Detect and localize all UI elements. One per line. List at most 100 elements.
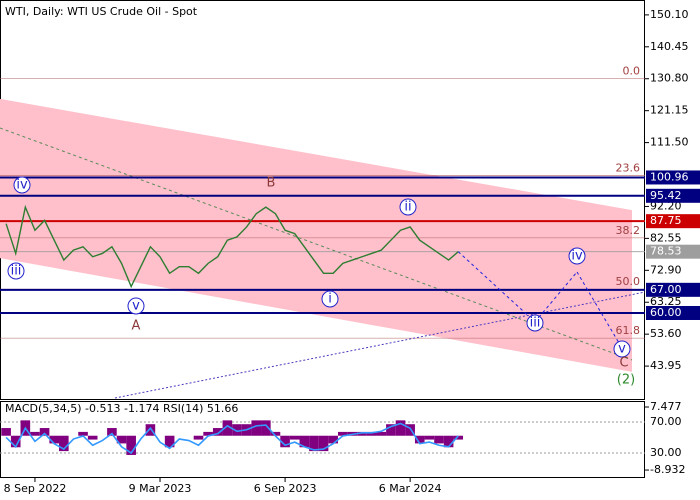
y-tick-label: 82.55 [650,231,682,244]
macd-bar [261,420,271,436]
macd-bar [405,424,415,436]
y-tick-label: 7.477 [650,400,682,413]
macd-bar [59,435,69,452]
level-label: 67.00 [650,283,682,296]
macd-bar [270,431,281,436]
y-tick-label: 111.50 [650,136,689,149]
level-label: 95.42 [650,189,682,202]
macd-bar [87,435,98,440]
y-tick-label: -8.932 [650,463,685,476]
macd-bar [78,431,88,436]
y-tick-label: 140.45 [650,40,689,53]
macd-bar [116,435,127,444]
level-label: 100.96 [650,170,689,183]
macd-bar [424,435,435,440]
macd-bar [328,435,338,444]
macd-bar [366,431,377,436]
wave-circle [613,340,631,358]
macd-bar [443,435,454,448]
wave-label: C [619,356,628,371]
x-tick-label: 9 Mar 2023 [129,482,192,495]
macd-bar [203,431,213,436]
level-box [646,170,700,185]
wave-label: iv [571,249,583,264]
fib-label: 23.6 [616,161,641,174]
macd-bar [1,428,11,436]
macd-bar [453,435,464,440]
wave-circle [13,176,31,194]
wave-label: v [618,342,626,357]
wave-label: iii [530,316,541,331]
y-tick-label: 30.00 [650,446,682,459]
macd-bar [395,420,406,436]
y-tick-label: 130.80 [650,72,689,85]
macd-bar [212,428,223,436]
macd-bar [30,431,40,436]
trend-line [0,127,633,361]
y-tick-label: 53.60 [650,327,682,340]
forecast-line [576,271,623,349]
y-tick-label: 150.10 [650,8,689,21]
fib-label: 50.0 [616,275,641,288]
y-tick-label: 121.15 [650,104,689,117]
y-tick-label: 63.25 [650,295,682,308]
forecast-line [457,251,536,323]
macd-bar [49,435,59,444]
macd-bar [222,420,233,436]
macd-bar [414,435,425,444]
macd-bar [39,428,50,436]
level-box [646,244,700,259]
macd-bar [251,420,262,436]
macd-bar [193,435,204,440]
wave-circle [568,247,586,265]
macd-bar [107,428,117,436]
macd-bar [376,431,387,436]
macd-bar [126,435,136,455]
fib-label: 0.0 [623,65,641,78]
chart-title: WTI, Daily: WTI US Crude Oil - Spot [5,5,198,18]
wave-label: i [328,292,332,307]
wave-circle [399,198,417,216]
indicator-title: MACD(5,34,5) -0.513 -1.174 RSI(14) 51.66 [5,402,238,415]
macd-bar [338,431,348,436]
macd-bar [164,435,175,448]
price-channel [0,98,632,372]
level-label: 60.00 [650,306,682,319]
wave-label: iii [11,264,22,279]
wave-circle [321,290,339,308]
macd-bar [357,431,367,436]
level-box [646,214,700,229]
level-label: 78.53 [650,245,682,258]
wave-label: (2) [617,373,635,388]
x-tick-label: 6 Sep 2023 [254,482,317,495]
price-line [5,204,459,289]
wave-label: iv [16,178,28,193]
fib-label: 61.8 [616,324,641,337]
macd-bar [10,435,21,448]
level-box [646,305,700,320]
x-tick-label: 6 Mar 2024 [379,482,442,495]
wave-circle [127,297,145,315]
wave-circle [526,314,544,332]
macd-bar [145,424,156,436]
macd-bar [309,435,319,452]
rsi-line [5,422,459,455]
macd-bar [318,435,329,452]
macd-bar [232,424,242,436]
wave-label: B [267,176,276,191]
level-box [646,282,700,297]
forecast-line [534,271,578,323]
wave-circle [7,262,25,280]
indicator-panel [0,401,645,478]
wave-label: A [132,319,141,334]
fib-label: 38.2 [616,224,641,237]
macd-bar [289,435,300,440]
wave-label: v [132,299,140,314]
y-tick-label: 43.95 [650,359,682,372]
macd-bar [299,435,310,448]
macd-bar [386,424,396,436]
x-tick-label: 8 Sep 2022 [4,482,67,495]
level-box [646,188,700,203]
y-tick-label: 70.00 [650,415,682,428]
